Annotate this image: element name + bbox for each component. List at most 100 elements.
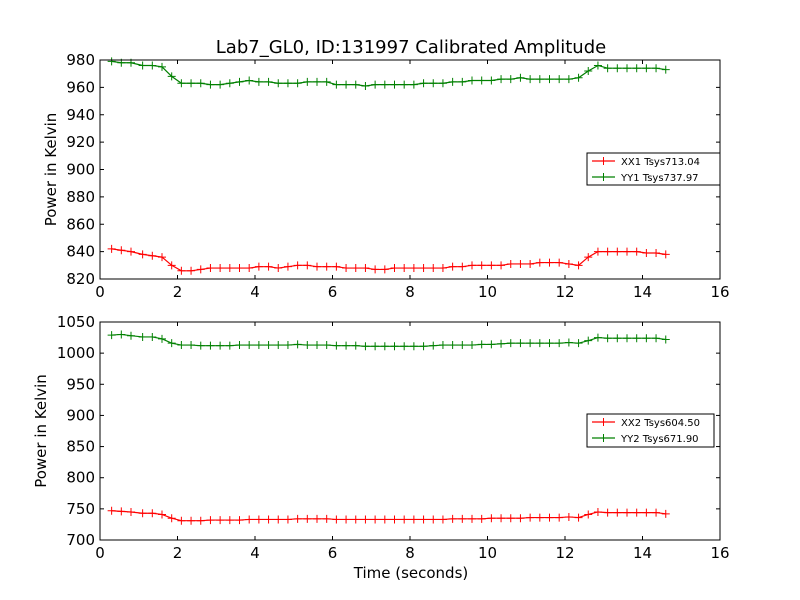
x-tick-label: 2 (173, 544, 183, 562)
y-tick-label: 820 (66, 270, 95, 288)
data-point (351, 80, 360, 89)
series-2-2 (107, 330, 670, 351)
data-point (661, 65, 670, 74)
legend-marker (599, 173, 608, 181)
legend-label: XX1 Tsys713.04 (621, 157, 700, 168)
data-point (117, 330, 126, 339)
data-point (516, 259, 525, 268)
data-point (371, 342, 380, 351)
data-point (148, 61, 157, 70)
data-point (361, 515, 370, 524)
data-point (225, 341, 234, 350)
x-axis-label: Time (seconds) (353, 564, 469, 582)
y-axis-label: Power in Kelvin (42, 113, 60, 227)
data-point (555, 513, 564, 522)
data-point (419, 342, 428, 351)
data-point (603, 334, 612, 343)
y-tick-label: 960 (66, 78, 95, 96)
data-point (429, 515, 438, 524)
data-point (361, 82, 370, 91)
data-point (555, 75, 564, 84)
data-point (254, 77, 263, 86)
x-tick-label: 6 (328, 544, 338, 562)
data-point (516, 73, 525, 82)
data-point (555, 258, 564, 267)
data-point (526, 75, 535, 84)
data-point (235, 341, 244, 350)
data-point (535, 258, 544, 267)
data-point (283, 341, 292, 350)
legend: XX1 Tsys713.04 YY1 Tsys737.97 (586, 152, 721, 186)
data-point (332, 80, 341, 89)
data-point (564, 512, 573, 521)
data-point (322, 514, 331, 523)
bottom-panel: 0 2 4 6 8 10 12 14 16 700 750 800 850 900 950 1000 1050 P… (32, 313, 730, 562)
x-tick-label: 8 (405, 283, 415, 301)
data-point (516, 514, 525, 523)
data-point (632, 508, 641, 517)
data-point (409, 515, 418, 524)
data-point (332, 262, 341, 271)
data-point (506, 339, 515, 348)
x-tick-label: 10 (478, 544, 497, 562)
data-point (535, 75, 544, 84)
data-point (487, 514, 496, 523)
series-line (111, 510, 666, 522)
data-point (468, 76, 476, 85)
data-point (148, 509, 157, 518)
data-point (264, 515, 273, 524)
data-point (167, 514, 176, 523)
data-point (293, 340, 302, 349)
data-point (400, 264, 409, 273)
data-point (506, 514, 515, 523)
data-point (593, 507, 602, 516)
data-point (187, 79, 196, 88)
data-point (332, 515, 341, 524)
series-2-1 (107, 506, 670, 525)
data-point (167, 261, 176, 270)
data-point (574, 261, 583, 270)
data-point (138, 61, 147, 70)
data-point (127, 507, 135, 516)
data-point (303, 514, 312, 523)
data-point (487, 340, 496, 349)
data-point (642, 508, 651, 517)
data-point (332, 341, 341, 350)
y-tick-label: 850 (66, 438, 95, 456)
data-point (127, 247, 135, 256)
y-tick-label: 840 (66, 243, 95, 261)
x-tick-label: 6 (328, 283, 338, 301)
data-point (603, 508, 612, 517)
y-axis-label: Power in Kelvin (32, 374, 50, 488)
legend-marker (599, 157, 608, 165)
data-point (652, 334, 661, 343)
data-point (623, 64, 631, 73)
data-point (603, 64, 612, 73)
data-point (235, 264, 244, 273)
data-point (371, 515, 380, 524)
data-point (574, 339, 583, 348)
data-point (216, 80, 225, 89)
x-tick-label: 8 (405, 544, 415, 562)
data-point (555, 339, 564, 348)
data-point (351, 341, 360, 350)
data-point (535, 339, 544, 348)
data-point (506, 259, 515, 268)
data-point (167, 72, 176, 81)
data-point (419, 264, 428, 273)
legend: XX2 Tsys604.50 YY2 Tsys671.90 (586, 413, 715, 448)
y-tick-label: 800 (66, 469, 95, 487)
data-point (458, 341, 467, 350)
data-point (167, 339, 176, 348)
data-point (468, 341, 476, 350)
data-point (438, 264, 447, 273)
data-point (574, 513, 583, 522)
data-point (274, 515, 283, 524)
legend-marker (599, 434, 608, 442)
y-tick-label: 920 (66, 133, 95, 151)
data-point (380, 265, 389, 274)
data-point (127, 331, 135, 340)
data-point (187, 516, 196, 525)
data-point (254, 515, 263, 524)
data-point (661, 250, 670, 259)
